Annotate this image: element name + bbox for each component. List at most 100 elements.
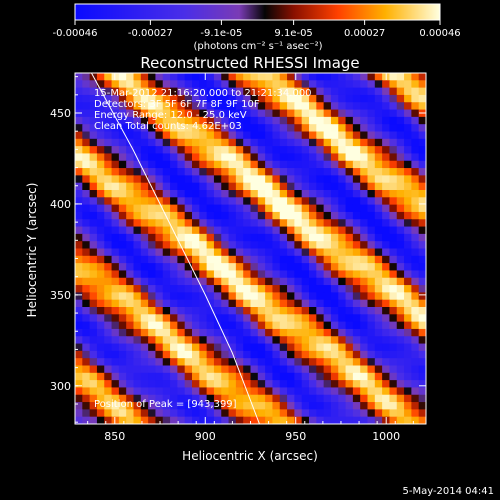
heatmap-cell (82, 233, 91, 242)
heatmap-cell (367, 277, 376, 286)
heatmap-cell (184, 102, 193, 111)
heatmap-cell (148, 197, 157, 206)
heatmap-cell (199, 131, 208, 140)
heatmap-cell (250, 343, 259, 352)
heatmap-cell (294, 146, 303, 155)
heatmap-cell (279, 109, 288, 118)
heatmap-cell (287, 358, 295, 367)
heatmap-cell (323, 73, 332, 81)
heatmap-cell (228, 190, 237, 198)
heatmap-cell (250, 233, 259, 242)
heatmap-cell (111, 350, 120, 359)
heatmap-cell (228, 336, 237, 345)
heatmap-cell (374, 182, 383, 191)
heatmap-cell (162, 248, 171, 257)
heatmap-cell (411, 416, 420, 424)
heatmap-cell (213, 380, 222, 389)
heatmap-cell (104, 380, 113, 389)
heatmap-cell (272, 219, 281, 228)
heatmap-cell (111, 307, 120, 315)
heatmap-cell (309, 160, 317, 169)
heatmap-cell (118, 175, 127, 184)
heatmap-cell (148, 307, 157, 315)
heatmap-cell (82, 160, 91, 169)
heatmap-cell (360, 131, 369, 140)
heatmap-cell (118, 87, 127, 96)
heatmap-cell (418, 255, 426, 264)
heatmap-cell (287, 380, 295, 389)
heatmap-cell (352, 372, 361, 381)
heatmap-cell (294, 299, 303, 308)
heatmap-cell (75, 307, 83, 315)
heatmap-cell (316, 263, 325, 272)
heatmap-cell (250, 321, 259, 330)
heatmap-cell (418, 307, 426, 315)
heatmap-cell (243, 233, 252, 242)
heatmap-cell (148, 321, 157, 330)
heatmap-cell (345, 328, 354, 337)
heatmap-cell (272, 124, 281, 133)
heatmap-cell (330, 387, 339, 396)
heatmap-cell (213, 204, 222, 213)
heatmap-cell (411, 211, 420, 220)
heatmap-cell (250, 263, 259, 272)
heatmap-cell (192, 153, 200, 162)
heatmap-cell (382, 248, 391, 257)
heatmap-cell (250, 219, 259, 228)
heatmap-cell (140, 328, 149, 337)
heatmap-cell (162, 402, 171, 410)
heatmap-cell (389, 73, 398, 81)
heatmap-cell (140, 168, 149, 176)
heatmap-cell (243, 321, 252, 330)
heatmap-cell (228, 241, 237, 250)
heatmap-cell (192, 138, 200, 147)
heatmap-cell (118, 350, 127, 359)
heatmap-cell (330, 131, 339, 140)
heatmap-cell (82, 336, 91, 345)
heatmap-cell (213, 146, 222, 155)
heatmap-cell (301, 336, 310, 345)
heatmap-cell (345, 350, 354, 359)
heatmap-cell (235, 314, 244, 323)
heatmap-cell (206, 138, 215, 147)
heatmap-cell (206, 343, 215, 352)
heatmap-cell (382, 211, 391, 220)
heatmap-cell (265, 73, 274, 81)
heatmap-cell (382, 190, 391, 198)
heatmap-cell (345, 263, 354, 272)
heatmap-cell (104, 299, 113, 308)
heatmap-cell (309, 197, 317, 206)
heatmap-cell (162, 343, 171, 352)
heatmap-cell (111, 328, 120, 337)
heatmap-cell (316, 116, 325, 125)
heatmap-cell (243, 299, 252, 308)
heatmap-cell (404, 124, 412, 133)
heatmap-cell (309, 233, 317, 242)
heatmap-cell (272, 328, 281, 337)
heatmap-cell (82, 190, 91, 198)
heatmap-cell (221, 73, 230, 81)
heatmap-cell (75, 358, 83, 367)
heatmap-cell (374, 102, 383, 111)
heatmap-cell (213, 277, 222, 286)
heatmap-cell (118, 277, 127, 286)
heatmap-cell (133, 328, 142, 337)
heatmap-cell (418, 328, 426, 337)
heatmap-cell (111, 87, 120, 96)
heatmap-cell (411, 94, 420, 103)
heatmap-cell (301, 182, 310, 191)
heatmap-cell (228, 248, 237, 257)
heatmap-cell (170, 80, 178, 89)
heatmap-cell (104, 138, 113, 147)
heatmap-cell (126, 168, 135, 176)
heatmap-cell (360, 190, 369, 198)
heatmap-cell (199, 233, 208, 242)
heatmap-cell (418, 87, 426, 96)
heatmap-cell (155, 175, 164, 184)
heatmap-cell (162, 160, 171, 169)
heatmap-cell (330, 168, 339, 176)
heatmap-cell (206, 336, 215, 345)
heatmap-cell (374, 138, 383, 147)
heatmap-cell (133, 241, 142, 250)
heatmap-cell (206, 292, 215, 301)
